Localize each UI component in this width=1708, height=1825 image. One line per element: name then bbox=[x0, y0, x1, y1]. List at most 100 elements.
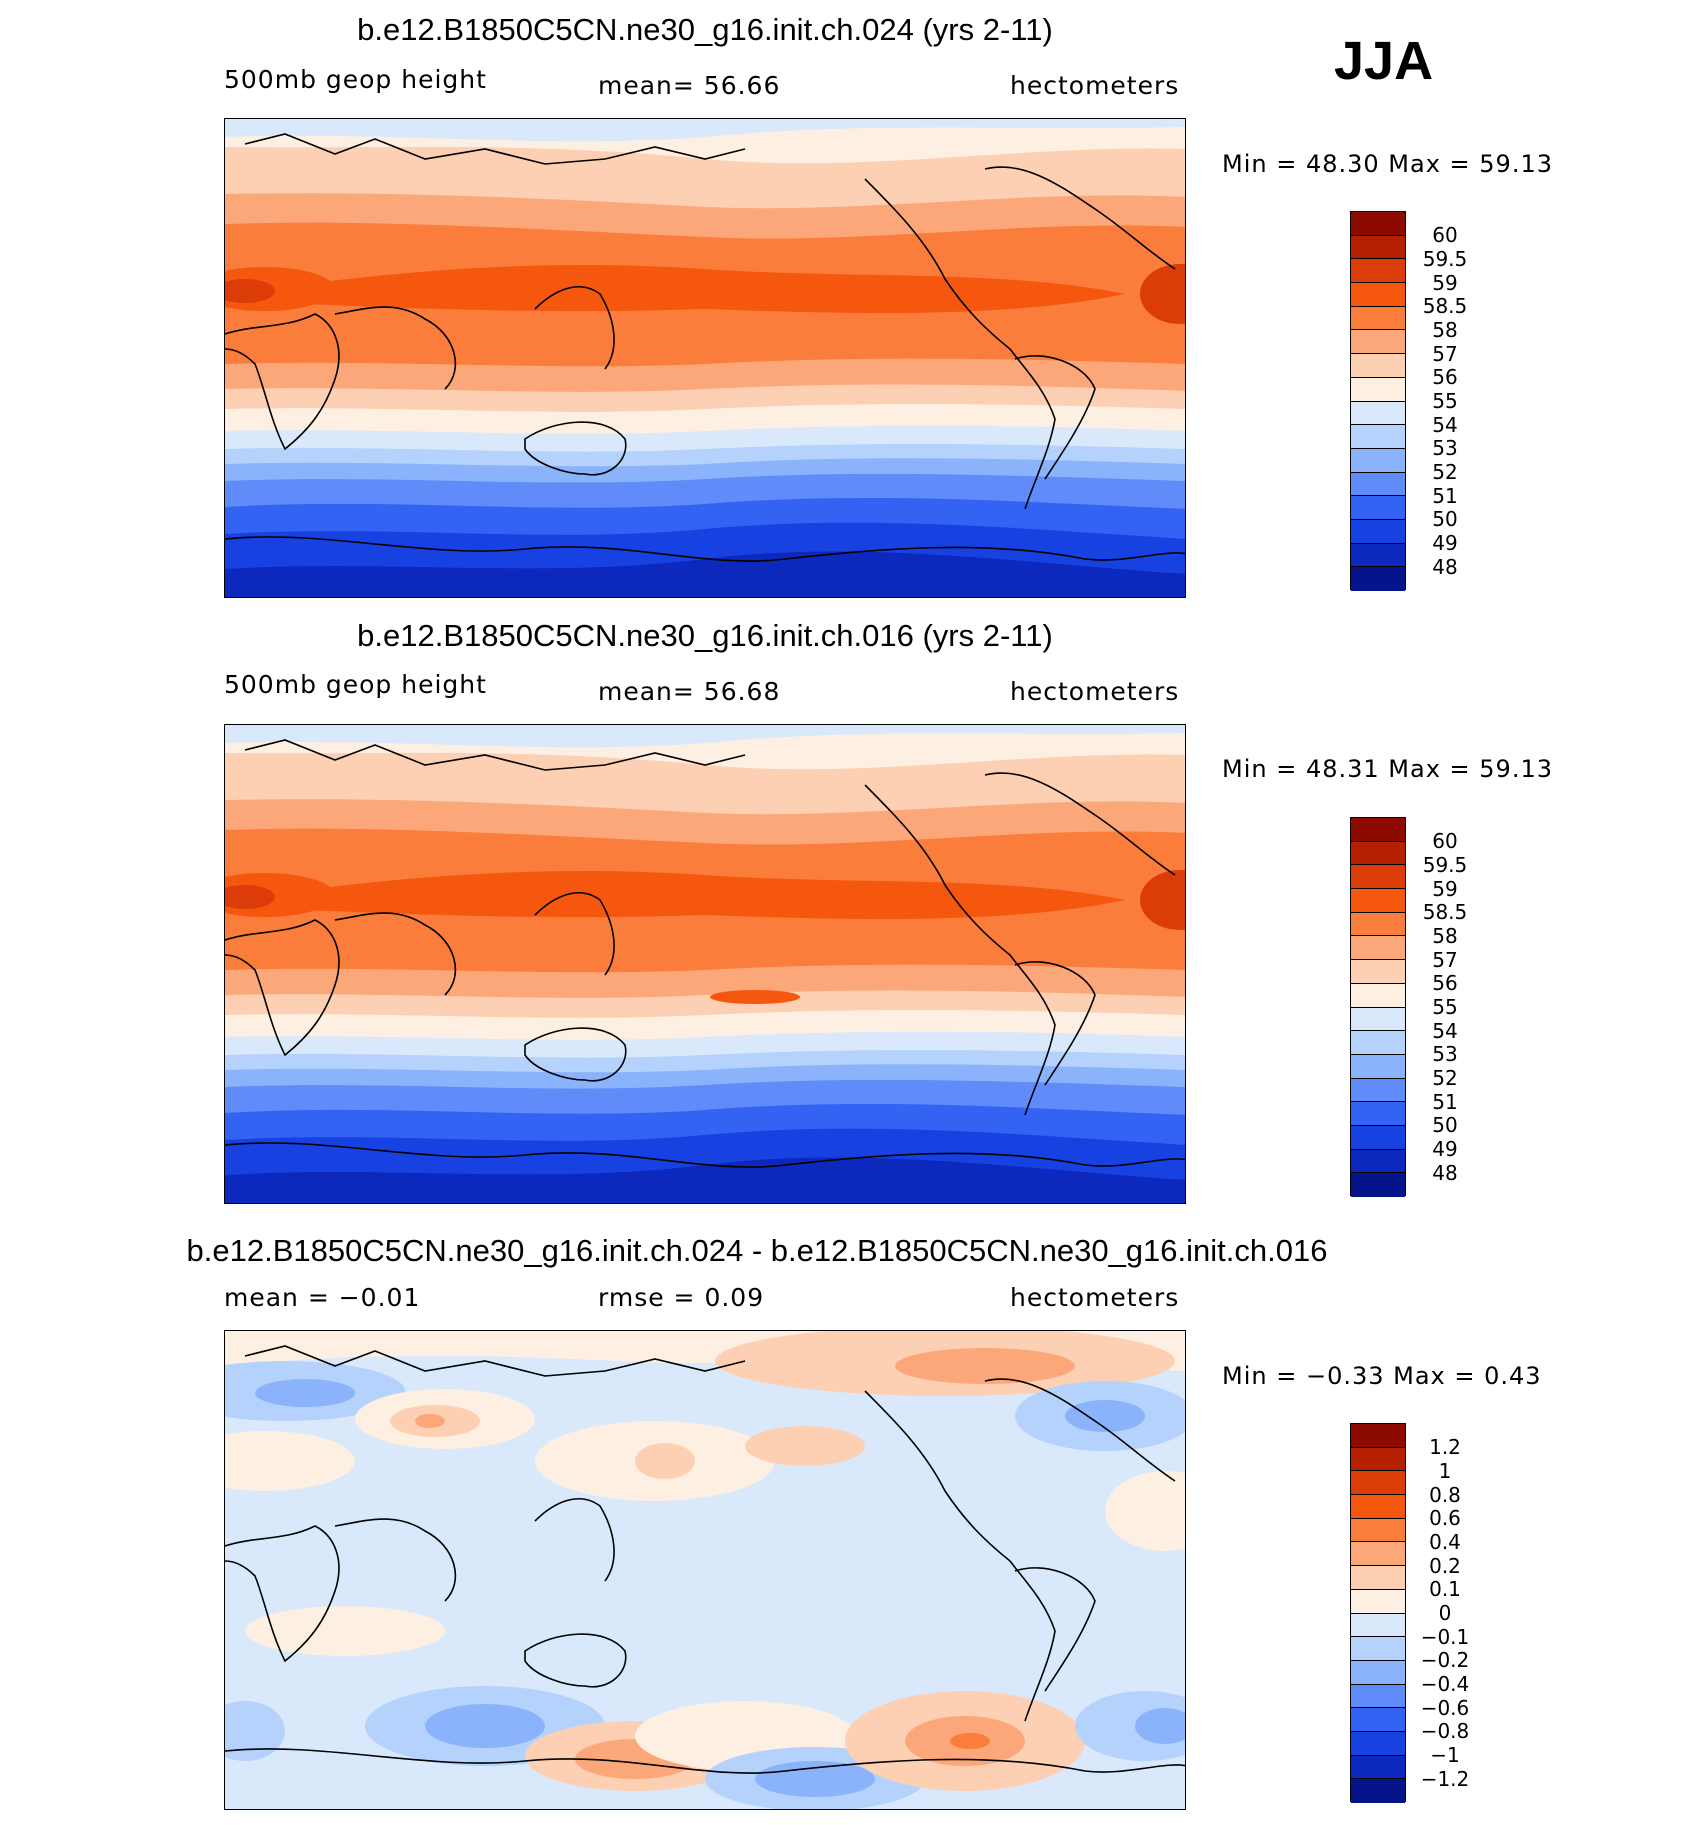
panel3-mean-label: mean = −0.01 bbox=[224, 1283, 421, 1312]
colorbar-tick-label: 51 bbox=[1432, 1090, 1458, 1114]
panel3-colorbar-swatch bbox=[1351, 1660, 1405, 1685]
panel2-colorbar-swatch bbox=[1351, 1031, 1405, 1055]
colorbar-tick-label: 59.5 bbox=[1422, 247, 1468, 271]
colorbar-tick-label: 57 bbox=[1432, 948, 1458, 972]
panel2-colorbar-swatch bbox=[1351, 960, 1405, 984]
panel3-colorbar-swatch bbox=[1351, 1542, 1405, 1567]
colorbar-tick-label: 49 bbox=[1432, 531, 1458, 555]
panel3-colorbar-swatch bbox=[1351, 1495, 1405, 1519]
panel2-colorbar-swatch bbox=[1351, 1125, 1405, 1150]
panel2-colorbar-swatch bbox=[1351, 841, 1405, 866]
panel1-colorbar-swatch bbox=[1351, 235, 1405, 260]
colorbar-tick-label: 57 bbox=[1432, 342, 1458, 366]
panel2-variable-label: 500mb geop height bbox=[224, 670, 487, 699]
colorbar-tick-label: 55 bbox=[1432, 389, 1458, 413]
colorbar-tick-label: 50 bbox=[1432, 1113, 1458, 1137]
colorbar-tick-label: 54 bbox=[1432, 413, 1458, 437]
colorbar-tick-label: 0 bbox=[1438, 1601, 1452, 1625]
colorbar-tick-label: 56 bbox=[1432, 971, 1458, 995]
colorbar-tick-label: −0.4 bbox=[1420, 1672, 1470, 1696]
colorbar-tick-label: 0.1 bbox=[1429, 1577, 1461, 1601]
colorbar-tick-label: 0.4 bbox=[1429, 1530, 1461, 1554]
panel3-rmse-label: rmse = 0.09 bbox=[598, 1283, 765, 1312]
colorbar-tick-label: 1 bbox=[1438, 1459, 1452, 1483]
panel1-colorbar-swatch bbox=[1351, 259, 1405, 284]
panel1-colorbar-swatch bbox=[1351, 377, 1405, 402]
colorbar-tick-label: 56 bbox=[1432, 365, 1458, 389]
colorbar-tick-label: 51 bbox=[1432, 484, 1458, 508]
colorbar-tick-label: 58 bbox=[1432, 924, 1458, 948]
panel1-minmax: Min = 48.30 Max = 59.13 bbox=[1222, 150, 1553, 178]
panel2-mean-label: mean= 56.68 bbox=[598, 677, 781, 706]
panel3-colorbar-swatch bbox=[1351, 1424, 1405, 1448]
panel2-colorbar-swatch bbox=[1351, 936, 1405, 961]
panel1-colorbar bbox=[1350, 211, 1406, 591]
colorbar-tick-label: 49 bbox=[1432, 1137, 1458, 1161]
panel2-units-label: hectometers bbox=[1010, 677, 1180, 706]
panel2-colorbar-swatch bbox=[1351, 1173, 1405, 1197]
colorbar-tick-label: 53 bbox=[1432, 1042, 1458, 1066]
colorbar-tick-label: 50 bbox=[1432, 507, 1458, 531]
panel3-colorbar-swatch bbox=[1351, 1779, 1405, 1803]
panel3-colorbar-swatch bbox=[1351, 1755, 1405, 1780]
colorbar-tick-label: −0.2 bbox=[1420, 1648, 1470, 1672]
panel2-colorbar-swatch bbox=[1351, 889, 1405, 913]
panel3-title: b.e12.B1850C5CN.ne30_g16.init.ch.024 - b… bbox=[186, 1233, 1328, 1268]
colorbar-tick-label: 1.2 bbox=[1429, 1435, 1461, 1459]
colorbar-tick-label: 54 bbox=[1432, 1019, 1458, 1043]
colorbar-tick-label: 60 bbox=[1432, 829, 1458, 853]
panel2-map bbox=[224, 724, 1186, 1204]
panel1-colorbar-swatch bbox=[1351, 543, 1405, 568]
panel3-colorbar bbox=[1350, 1423, 1406, 1803]
panel1-colorbar-swatch bbox=[1351, 212, 1405, 236]
panel3-units-label: hectometers bbox=[1010, 1283, 1180, 1312]
panel1-colorbar-swatch bbox=[1351, 425, 1405, 449]
panel3-colorbar-swatch bbox=[1351, 1566, 1405, 1590]
panel1-colorbar-swatch bbox=[1351, 472, 1405, 497]
panel3-colorbar-swatch bbox=[1351, 1613, 1405, 1638]
colorbar-tick-label: 52 bbox=[1432, 1066, 1458, 1090]
colorbar-tick-label: 0.8 bbox=[1429, 1483, 1461, 1507]
panel2-colorbar-swatch bbox=[1351, 1149, 1405, 1174]
panel1-units-label: hectometers bbox=[1010, 71, 1180, 100]
panel1-colorbar-swatch bbox=[1351, 330, 1405, 355]
panel3-map bbox=[224, 1330, 1186, 1810]
panel1-title: b.e12.B1850C5CN.ne30_g16.init.ch.024 (yr… bbox=[357, 12, 1053, 47]
panel3-colorbar-swatch bbox=[1351, 1589, 1405, 1614]
colorbar-tick-label: 48 bbox=[1432, 1161, 1458, 1185]
panel3-colorbar-swatch bbox=[1351, 1684, 1405, 1709]
season-label: JJA bbox=[1334, 31, 1434, 91]
panel1-map bbox=[224, 118, 1186, 598]
colorbar-tick-label: 0.2 bbox=[1429, 1554, 1461, 1578]
panel2-minmax: Min = 48.31 Max = 59.13 bbox=[1222, 755, 1553, 783]
panel2-colorbar-swatch bbox=[1351, 983, 1405, 1008]
colorbar-tick-label: 48 bbox=[1432, 555, 1458, 579]
panel2-colorbar-swatch bbox=[1351, 1078, 1405, 1103]
panel1-colorbar-swatch bbox=[1351, 354, 1405, 378]
panel2-colorbar bbox=[1350, 817, 1406, 1197]
panel1-colorbar-swatch bbox=[1351, 401, 1405, 426]
colorbar-tick-label: 59 bbox=[1432, 271, 1458, 295]
panel3-colorbar-swatch bbox=[1351, 1731, 1405, 1756]
colorbar-tick-label: 60 bbox=[1432, 223, 1458, 247]
panel1-mean-label: mean= 56.66 bbox=[598, 71, 781, 100]
panel1-variable-label: 500mb geop height bbox=[224, 65, 487, 94]
panel1-colorbar-swatch bbox=[1351, 496, 1405, 520]
panel3-colorbar-swatch bbox=[1351, 1518, 1405, 1543]
panel2-colorbar-swatch bbox=[1351, 865, 1405, 890]
panel3-colorbar-swatch bbox=[1351, 1708, 1405, 1732]
panel2-colorbar-swatch bbox=[1351, 1054, 1405, 1079]
panel2-colorbar-swatch bbox=[1351, 1007, 1405, 1032]
panel1-colorbar-swatch bbox=[1351, 448, 1405, 473]
colorbar-tick-label: −0.6 bbox=[1420, 1696, 1470, 1720]
colorbar-tick-label: 53 bbox=[1432, 436, 1458, 460]
colorbar-tick-label: 58 bbox=[1432, 318, 1458, 342]
panel1-colorbar-swatch bbox=[1351, 567, 1405, 591]
panel2-title: b.e12.B1850C5CN.ne30_g16.init.ch.016 (yr… bbox=[357, 618, 1053, 653]
colorbar-tick-label: −0.1 bbox=[1420, 1625, 1470, 1649]
panel1-colorbar-swatch bbox=[1351, 283, 1405, 307]
colorbar-tick-label: 58.5 bbox=[1422, 900, 1468, 924]
panel1-colorbar-swatch bbox=[1351, 306, 1405, 331]
colorbar-tick-label: 55 bbox=[1432, 995, 1458, 1019]
panel2-colorbar-swatch bbox=[1351, 818, 1405, 842]
